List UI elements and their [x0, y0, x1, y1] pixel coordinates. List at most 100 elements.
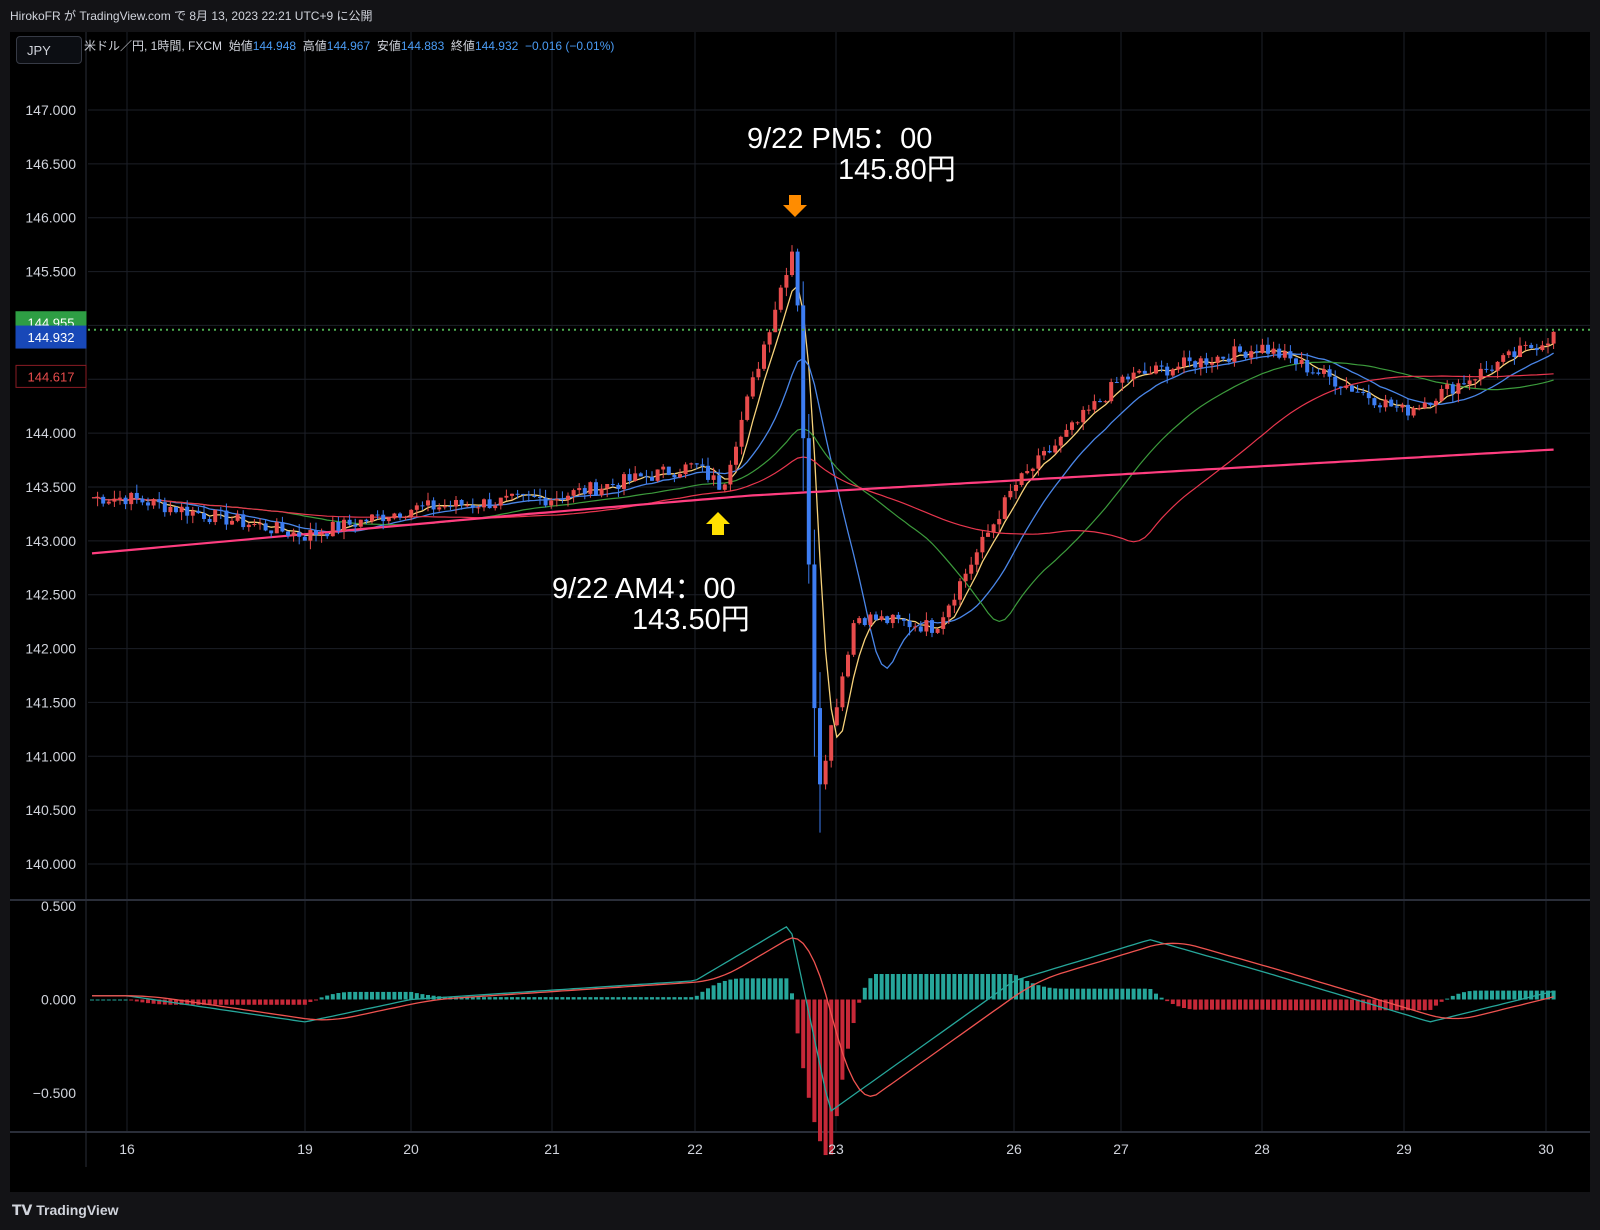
candle-body [1120, 376, 1125, 383]
candle-body [302, 536, 307, 541]
candle-body [1389, 399, 1394, 407]
macd-hist-bar [958, 974, 962, 1000]
candle-body [1546, 343, 1550, 346]
time-tick-label: 30 [1538, 1141, 1554, 1157]
macd-hist-bar [291, 999, 296, 1005]
candle-body [879, 616, 884, 620]
candle-body [487, 499, 492, 509]
candle-body [521, 493, 526, 495]
macd-hist-bar [560, 997, 565, 1000]
time-axis[interactable]: 16 19 20 21 22 23 26 27 28 29 30 [119, 1141, 1554, 1157]
candle-body [1350, 385, 1354, 392]
macd-hist-bar [1064, 988, 1069, 1000]
macd-hist-bar [610, 997, 615, 1000]
macd-hist-bar [538, 997, 542, 1000]
macd-hist-bar [986, 974, 990, 1000]
macd-hist-bar [818, 999, 822, 1142]
macd-hist-bar [756, 978, 761, 1000]
candle-body [560, 498, 565, 500]
macd-hist-bar [1221, 999, 1226, 1010]
candle-body [146, 502, 150, 506]
macd-hist-bar [672, 997, 677, 1000]
macd-hist-bar [1131, 988, 1136, 1000]
candle-body [1422, 402, 1427, 409]
macd-hist-bar [1467, 991, 1472, 1000]
chart-area[interactable]: 147.000146.500146.000145.500145.000144.5… [10, 32, 1590, 1192]
macd-hist-bar [745, 978, 750, 1000]
candle-body [1372, 398, 1377, 406]
macd-hist-bar [767, 978, 772, 1000]
candle-body [1204, 358, 1209, 365]
ma-long-line [91, 448, 1554, 555]
candle-body [274, 522, 279, 534]
macd-hist-bar [823, 999, 828, 1156]
macd-hist-bar [196, 999, 201, 1005]
candle-body [459, 500, 464, 506]
macd-hist-bar [997, 974, 1002, 1000]
candle-body [409, 509, 414, 517]
candle-body [1226, 358, 1231, 362]
candle-body [140, 498, 145, 503]
macd-hist-bar [588, 997, 593, 1000]
macd-hist-bar [246, 999, 251, 1005]
macd-hist-bar [554, 997, 559, 1000]
price-axis[interactable]: 147.000146.500146.000145.500145.000144.5… [15, 102, 87, 1101]
macd-hist-bar [1299, 999, 1304, 1011]
candle-body [498, 497, 503, 506]
candle-body [1260, 344, 1265, 353]
candle-body [773, 309, 778, 333]
candle-body [610, 484, 615, 486]
candle-body [370, 514, 374, 522]
candle-body [1383, 399, 1388, 408]
time-tick-label: 16 [119, 1141, 135, 1157]
candle-body [1215, 356, 1220, 363]
price-tick-label: 141.000 [25, 748, 76, 764]
candle-body [622, 474, 626, 489]
macd-hist-bar [868, 978, 873, 1000]
candle-body [95, 496, 100, 498]
candle-body [885, 616, 890, 624]
candle-body [1142, 370, 1147, 374]
macd-hist-bar [112, 999, 117, 1001]
candle-body [347, 519, 352, 525]
candle-body [1450, 384, 1455, 394]
candle-body [1036, 455, 1041, 469]
candle-body [739, 419, 744, 447]
chart-svg[interactable]: 147.000146.500146.000145.500145.000144.5… [10, 32, 1590, 1192]
candle-body [1008, 490, 1013, 498]
candle-body [1434, 400, 1438, 406]
candle-body [941, 617, 946, 629]
candle-body [722, 484, 727, 490]
time-tick-label: 29 [1396, 1141, 1412, 1157]
macd-hist-bar [302, 999, 307, 1005]
time-tick-label: 28 [1254, 1141, 1270, 1157]
candle-body [1070, 422, 1074, 430]
macd-hist-bar [1204, 999, 1209, 1010]
candle-body [543, 497, 548, 506]
symbol-button[interactable]: JPY [16, 36, 82, 64]
macd-hist-bar [599, 997, 604, 1000]
macd-hist-bar [1019, 978, 1024, 1000]
candle-body [795, 251, 800, 306]
candle-body [224, 510, 229, 525]
macd-hist-bar [1142, 988, 1147, 1000]
candle-body [745, 396, 750, 420]
red-badge [15, 364, 87, 388]
candle-body [1277, 348, 1282, 358]
macd-hist-bar [1165, 999, 1170, 1002]
macd-hist-bar [151, 999, 156, 1004]
macd-hist-bar [980, 974, 985, 1000]
candle-body [1103, 401, 1108, 403]
macd-hist-bar [487, 997, 492, 1000]
candle-body [420, 505, 425, 507]
candle-body [1439, 388, 1444, 401]
tradingview-logo[interactable]: 𝗧𝗩 TradingView [12, 1202, 119, 1219]
macd-hist-bar [834, 999, 839, 1117]
candle-body [269, 530, 274, 534]
macd-hist-bar [157, 999, 162, 1005]
candle-body [218, 509, 223, 511]
candle-body [1294, 358, 1298, 365]
macd-tick-label: −0.500 [33, 1085, 76, 1101]
macd-hist-bar [594, 997, 598, 1000]
candle-body [1187, 357, 1192, 362]
